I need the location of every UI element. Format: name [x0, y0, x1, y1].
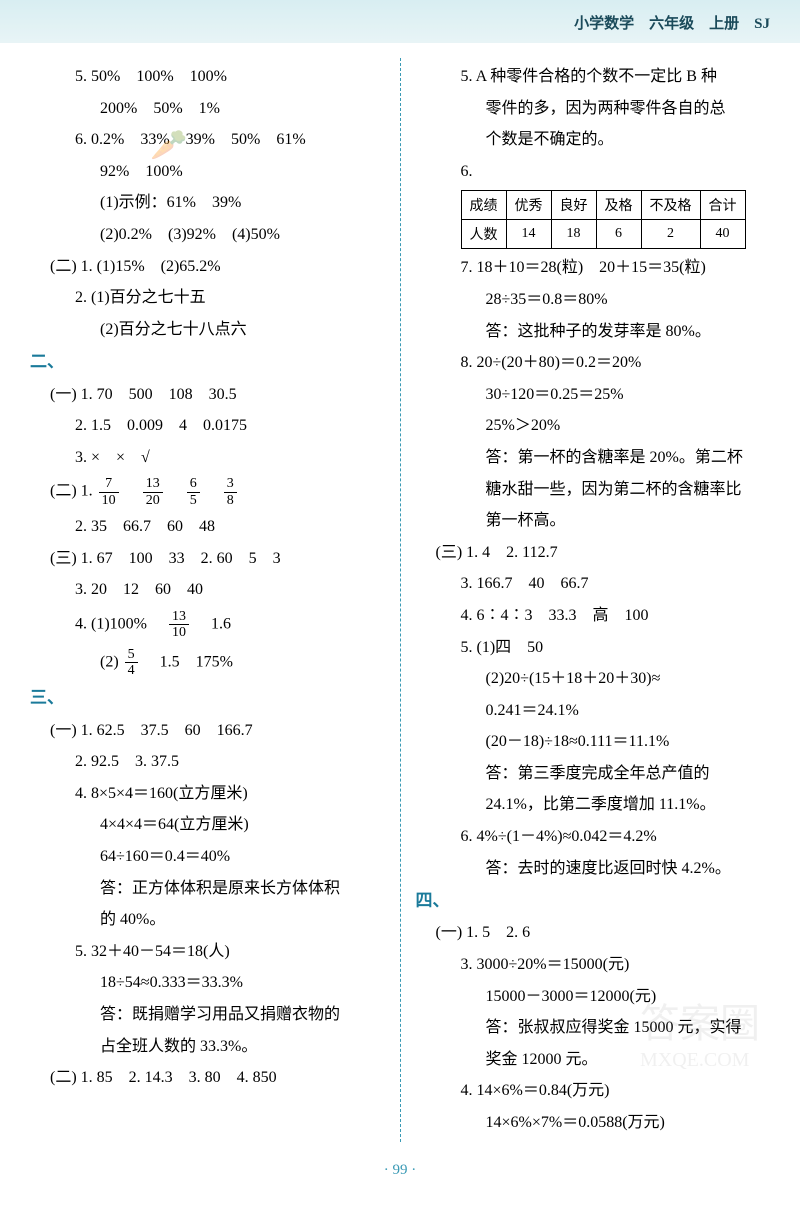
text-line: 64÷160＝0.4＝40%: [30, 844, 385, 870]
text-line: 25%＞20%: [416, 413, 771, 439]
table-cell: 不及格: [641, 191, 700, 220]
grade-table: 成绩 优秀 良好 及格 不及格 合计 人数 14 18 6 2 40: [461, 190, 746, 249]
text-line: 5. (1)四 50: [416, 635, 771, 661]
line-suffix: 1.5 175%: [144, 653, 233, 670]
text-line: 3. 3000÷20%＝15000(元): [416, 952, 771, 978]
text-line: 答：这批种子的发芽率是 80%。: [416, 319, 771, 345]
text-line: (二) 1. (1)15% (2)65.2%: [30, 254, 385, 280]
text-line: 零件的多，因为两种零件各自的总: [416, 96, 771, 122]
text-line: 答：第一杯的含糖率是 20%。第二杯: [416, 445, 771, 471]
text-line: 答：张叔叔应得奖金 15000 元，实得: [416, 1015, 771, 1041]
text-line: 4×4×4＝64(立方厘米): [30, 812, 385, 838]
text-line: 24.1%，比第二季度增加 11.1%。: [416, 792, 771, 818]
text-line: 糖水甜一些，因为第二杯的含糖率比: [416, 477, 771, 503]
text-line: 8. 20÷(20＋80)＝0.2＝20%: [416, 350, 771, 376]
line-prefix: (二) 1.: [50, 483, 97, 500]
right-column: 5. A 种零件合格的个数不一定比 B 种 零件的多，因为两种零件各自的总 个数…: [406, 58, 781, 1142]
table-cell: 18: [551, 220, 596, 249]
text-line: 2. 35 66.7 60 48: [30, 514, 385, 540]
page-footer: · 99 ·: [0, 1152, 800, 1189]
text-line: (二) 1. 85 2. 14.3 3. 80 4. 850: [30, 1065, 385, 1091]
text-line: (2)0.2% (3)92% (4)50%: [30, 222, 385, 248]
text-line: (三) 1. 67 100 33 2. 60 5 3: [30, 546, 385, 572]
carrot-icon: 🥕: [150, 128, 187, 163]
text-line: (1)示例：61% 39%: [30, 190, 385, 216]
column-divider: [400, 58, 401, 1142]
text-line: (一) 1. 70 500 108 30.5: [30, 382, 385, 408]
table-row: 成绩 优秀 良好 及格 不及格 合计: [461, 191, 745, 220]
text-line: 2. 92.5 3. 37.5: [30, 749, 385, 775]
text-line: 第一杯高。: [416, 508, 771, 534]
text-line: 92% 100%: [30, 159, 385, 185]
text-line: 奖金 12000 元。: [416, 1047, 771, 1073]
text-line: 3. 166.7 40 66.7: [416, 571, 771, 597]
text-line: (2) 54 1.5 175%: [30, 647, 385, 679]
fraction: 1310: [169, 609, 189, 641]
fraction: 710: [99, 476, 119, 508]
fraction: 65: [187, 476, 200, 508]
text-line: 6. 4%÷(1－4%)≈0.042＝4.2%: [416, 824, 771, 850]
text-line: (三) 1. 4 2. 112.7: [416, 540, 771, 566]
table-row: 人数 14 18 6 2 40: [461, 220, 745, 249]
text-line: 200% 50% 1%: [30, 96, 385, 122]
text-line: 15000－3000＝12000(元): [416, 984, 771, 1010]
page-header: 小学数学 六年级 上册 SJ: [0, 0, 800, 43]
text-line: 14×6%×7%＝0.0588(万元): [416, 1110, 771, 1136]
text-line: 答：既捐赠学习用品又捐赠衣物的: [30, 1002, 385, 1028]
text-line: 0.241＝24.1%: [416, 698, 771, 724]
text-line: (一) 1. 5 2. 6: [416, 920, 771, 946]
fraction: 1320: [143, 476, 163, 508]
text-line: (二) 1. 710 1320 65 38: [30, 476, 385, 508]
text-line: 7. 18＋10＝28(粒) 20＋15＝35(粒): [416, 255, 771, 281]
text-line: 4. 6∶4∶3 33.3 高 100: [416, 603, 771, 629]
text-line: 答：去时的速度比返回时快 4.2%。: [416, 856, 771, 882]
text-line: 28÷35＝0.8＝80%: [416, 287, 771, 313]
text-line: 30÷120＝0.25＝25%: [416, 382, 771, 408]
table-cell: 2: [641, 220, 700, 249]
text-line: 6. 0.2% 33% 39% 50% 61%: [30, 127, 385, 153]
section-heading: 二、: [30, 348, 385, 375]
text-line: 答：第三季度完成全年总产值的: [416, 761, 771, 787]
table-cell: 人数: [461, 220, 506, 249]
text-line: 占全班人数的 33.3%。: [30, 1034, 385, 1060]
text-line: (2)20÷(15＋18＋20＋30)≈: [416, 666, 771, 692]
table-cell: 40: [700, 220, 745, 249]
text-line: (20－18)÷18≈0.111＝11.1%: [416, 729, 771, 755]
fraction: 38: [224, 476, 237, 508]
text-line: 5. 50% 100% 100%: [30, 64, 385, 90]
section-heading: 三、: [30, 684, 385, 711]
text-line: 4. 8×5×4＝160(立方厘米): [30, 781, 385, 807]
text-line: 4. 14×6%＝0.84(万元): [416, 1078, 771, 1104]
table-cell: 14: [506, 220, 551, 249]
text-line: 5. 32＋40－54＝18(人): [30, 939, 385, 965]
content-area: 🥕 5. 50% 100% 100% 200% 50% 1% 6. 0.2% 3…: [0, 43, 800, 1152]
table-cell: 优秀: [506, 191, 551, 220]
text-line: 3. 20 12 60 40: [30, 577, 385, 603]
table-cell: 合计: [700, 191, 745, 220]
text-line: 2. (1)百分之七十五: [30, 285, 385, 311]
text-line: 个数是不确定的。: [416, 127, 771, 153]
text-line: 18÷54≈0.333＝33.3%: [30, 970, 385, 996]
text-line: (2)百分之七十八点六: [30, 317, 385, 343]
table-cell: 成绩: [461, 191, 506, 220]
text-line: (一) 1. 62.5 37.5 60 166.7: [30, 718, 385, 744]
text-line: 的 40%。: [30, 907, 385, 933]
text-line: 6.: [416, 159, 771, 185]
fraction: 54: [125, 647, 138, 679]
line-suffix: 1.6: [195, 615, 231, 632]
table-cell: 及格: [596, 191, 641, 220]
section-heading: 四、: [416, 887, 771, 914]
left-column: 5. 50% 100% 100% 200% 50% 1% 6. 0.2% 33%…: [20, 58, 395, 1142]
line-prefix: (2): [100, 653, 119, 670]
text-line: 5. A 种零件合格的个数不一定比 B 种: [416, 64, 771, 90]
line-prefix: 4. (1)100%: [75, 615, 163, 632]
table-cell: 6: [596, 220, 641, 249]
text-line: 2. 1.5 0.009 4 0.0175: [30, 413, 385, 439]
text-line: 4. (1)100% 1310 1.6: [30, 609, 385, 641]
text-line: 3. × × √: [30, 445, 385, 471]
text-line: 答：正方体体积是原来长方体体积: [30, 876, 385, 902]
table-cell: 良好: [551, 191, 596, 220]
